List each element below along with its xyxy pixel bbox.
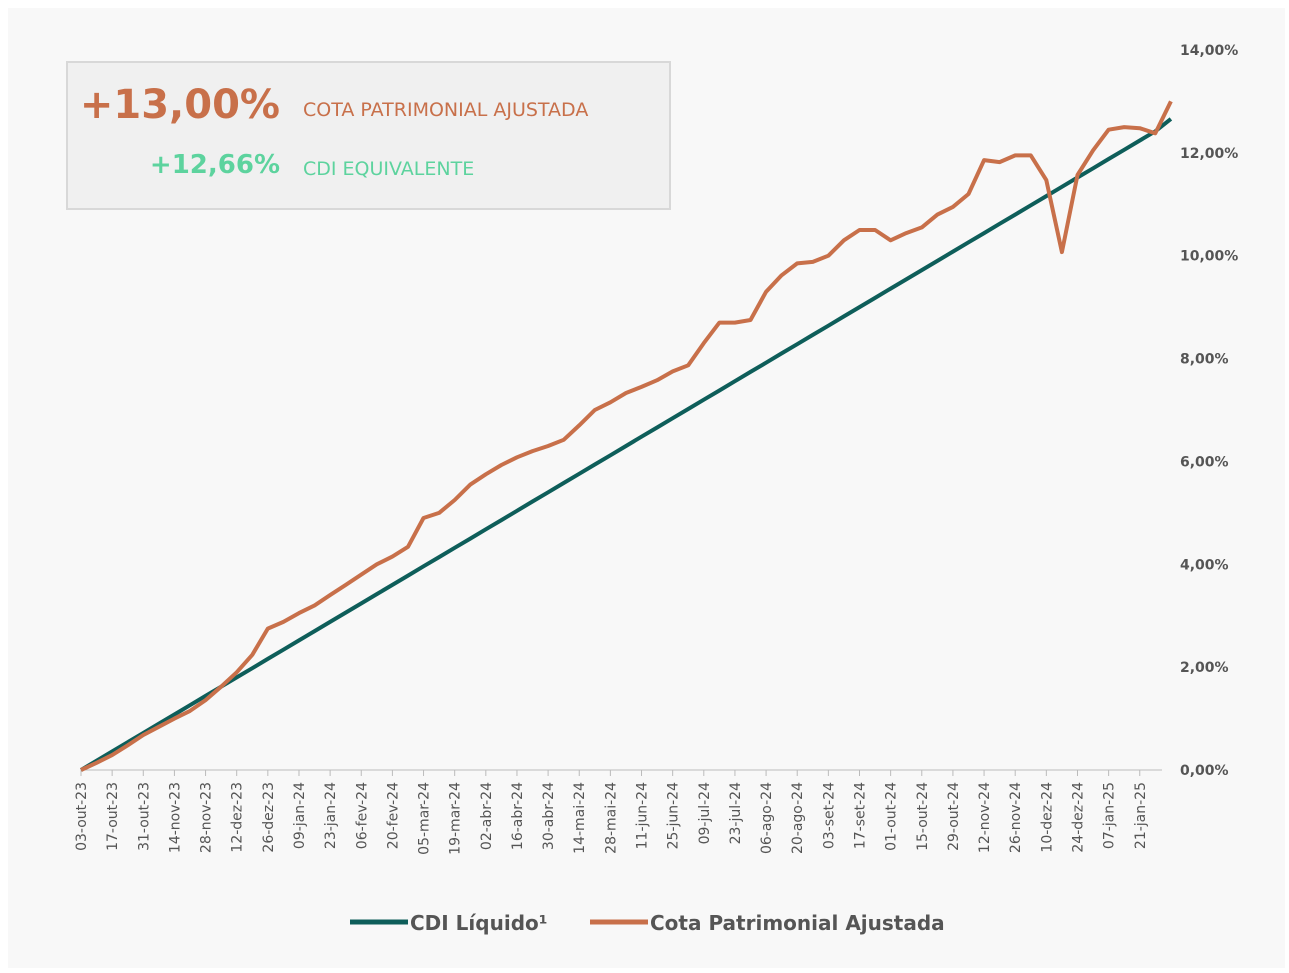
x-tick-label: 03-set-24: [821, 782, 837, 849]
y-tick-label: 14,00%: [1180, 43, 1238, 59]
y-tick-label: 0,00%: [1180, 763, 1229, 779]
x-tick-label: 10-dez-24: [1039, 782, 1055, 853]
x-tick-label: 17-set-24: [853, 782, 869, 849]
x-tick-label: 20-ago-24: [790, 782, 806, 854]
x-tick-label: 12-dez-23: [230, 782, 246, 853]
x-tick-label: 15-out-24: [915, 782, 931, 851]
y-tick-label: 8,00%: [1180, 352, 1229, 368]
legend-label: CDI Líquido¹: [410, 911, 548, 935]
x-tick-label: 21-jan-25: [1133, 782, 1149, 849]
x-tick-label: 16-abr-24: [510, 782, 526, 850]
summary-box: [66, 61, 671, 210]
x-tick-label: 26-dez-23: [261, 782, 277, 853]
x-tick-label: 30-abr-24: [541, 782, 557, 850]
x-tick-label: 11-jun-24: [635, 782, 651, 849]
x-tick-label: 26-nov-24: [1008, 782, 1024, 853]
x-tick-label: 12-nov-24: [977, 782, 993, 853]
x-tick-label: 05-mar-24: [417, 782, 433, 855]
x-tick-label: 28-nov-23: [199, 782, 215, 853]
x-tick-label: 23-jan-24: [323, 782, 339, 849]
annotation-value: +13,00%: [80, 82, 280, 128]
x-tick-label: 14-mai-24: [572, 782, 588, 854]
x-tick-label: 20-fev-24: [385, 782, 401, 849]
x-tick-label: 06-fev-24: [354, 782, 370, 849]
x-tick-label: 02-abr-24: [479, 782, 495, 850]
y-tick-label: 2,00%: [1180, 660, 1229, 676]
x-tick-label: 24-dez-24: [1070, 782, 1086, 853]
x-tick-label: 09-jul-24: [697, 782, 713, 844]
x-tick-label: 01-out-24: [884, 782, 900, 851]
x-tick-label: 23-jul-24: [728, 782, 744, 844]
line-series: [79, 117, 1173, 772]
y-tick-label: 4,00%: [1180, 557, 1229, 573]
annotation-value: +12,66%: [150, 150, 280, 180]
x-tick-label: 19-mar-24: [448, 782, 464, 855]
annotation-text: CDI EQUIVALENTE: [303, 158, 474, 180]
x-tick-label: 28-mai-24: [603, 782, 619, 854]
y-tick-label: 10,00%: [1180, 249, 1238, 265]
line-series: [80, 100, 1173, 772]
x-tick-label: 07-jan-25: [1102, 782, 1118, 849]
x-tick-label: 29-out-24: [946, 782, 962, 851]
x-tick-label: 06-ago-24: [759, 782, 775, 854]
y-tick-label: 6,00%: [1180, 454, 1229, 470]
x-tick-label: 31-out-23: [136, 782, 152, 851]
x-tick-label: 03-out-23: [74, 782, 90, 851]
x-tick-label: 25-jun-24: [666, 782, 682, 849]
x-tick-label: 09-jan-24: [292, 782, 308, 849]
annotation-text: COTA PATRIMONIAL AJUSTADA: [303, 99, 588, 121]
y-tick-label: 12,00%: [1180, 146, 1238, 162]
x-tick-label: 17-out-23: [105, 782, 121, 851]
x-tick-label: 14-nov-23: [167, 782, 183, 853]
legend-label: Cota Patrimonial Ajustada: [650, 911, 945, 935]
